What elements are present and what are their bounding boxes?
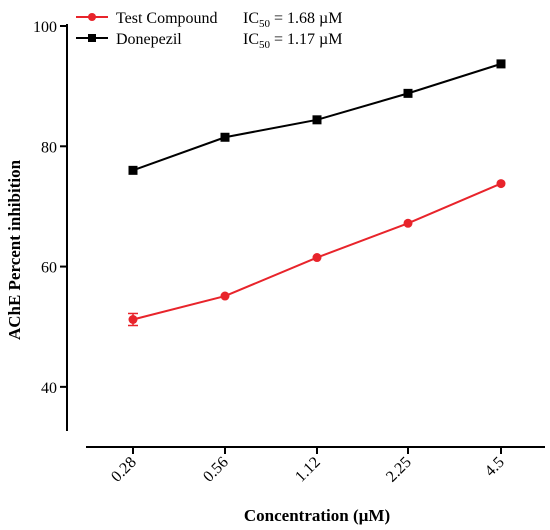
y-axis-label: AChE Percent inhibition <box>5 159 24 340</box>
x-tick-label-4.5: 4.5 <box>482 454 508 480</box>
point-donepezil-4 <box>496 59 506 69</box>
point-donepezil-2 <box>312 115 322 125</box>
x-tick-label-0.56: 0.56 <box>200 454 232 486</box>
legend-item-donepezil: Donepezil IC50 = 1.17 µM <box>76 31 342 51</box>
point-donepezil-0 <box>128 165 138 175</box>
y-tick-label-100: 100 <box>33 19 57 36</box>
point-test-compound-3 <box>403 218 413 228</box>
y-tick-label-60: 60 <box>41 260 57 277</box>
legend-item-test-compound: Test Compound IC50 = 1.68 µM <box>76 10 342 30</box>
axes: 40 60 80 100 0.28 0.56 1.12 2.25 4.5 <box>33 19 545 486</box>
point-test-compound-4 <box>496 179 506 189</box>
x-tick-label-0.28: 0.28 <box>108 454 140 486</box>
x-axis-label: Concentration (µM) <box>244 506 390 525</box>
point-donepezil-1 <box>220 132 230 142</box>
series-layer <box>128 59 506 327</box>
point-test-compound-1 <box>220 291 230 301</box>
y-tick-label-80: 80 <box>41 139 57 156</box>
legend: Test Compound IC50 = 1.68 µM Donepezil I… <box>76 10 342 51</box>
series-test-compound <box>128 179 506 327</box>
series-donepezil <box>128 59 506 175</box>
series-line-test-compound <box>132 182 502 321</box>
legend-marker-donepezil <box>88 34 96 42</box>
legend-label-test-compound: Test Compound <box>116 10 218 27</box>
point-test-compound-2 <box>312 253 322 263</box>
point-test-compound-0 <box>128 314 138 324</box>
x-tick-label-1.12: 1.12 <box>292 454 324 486</box>
legend-label-donepezil: Donepezil <box>116 31 182 48</box>
ic50-annotation-test-compound: IC50 = 1.68 µM <box>243 10 342 30</box>
ic50-annotation-donepezil: IC50 = 1.17 µM <box>243 31 342 51</box>
x-tick-label-2.25: 2.25 <box>383 454 415 486</box>
point-donepezil-3 <box>403 88 413 98</box>
y-tick-label-40: 40 <box>41 380 57 397</box>
legend-marker-test-compound <box>88 13 96 21</box>
